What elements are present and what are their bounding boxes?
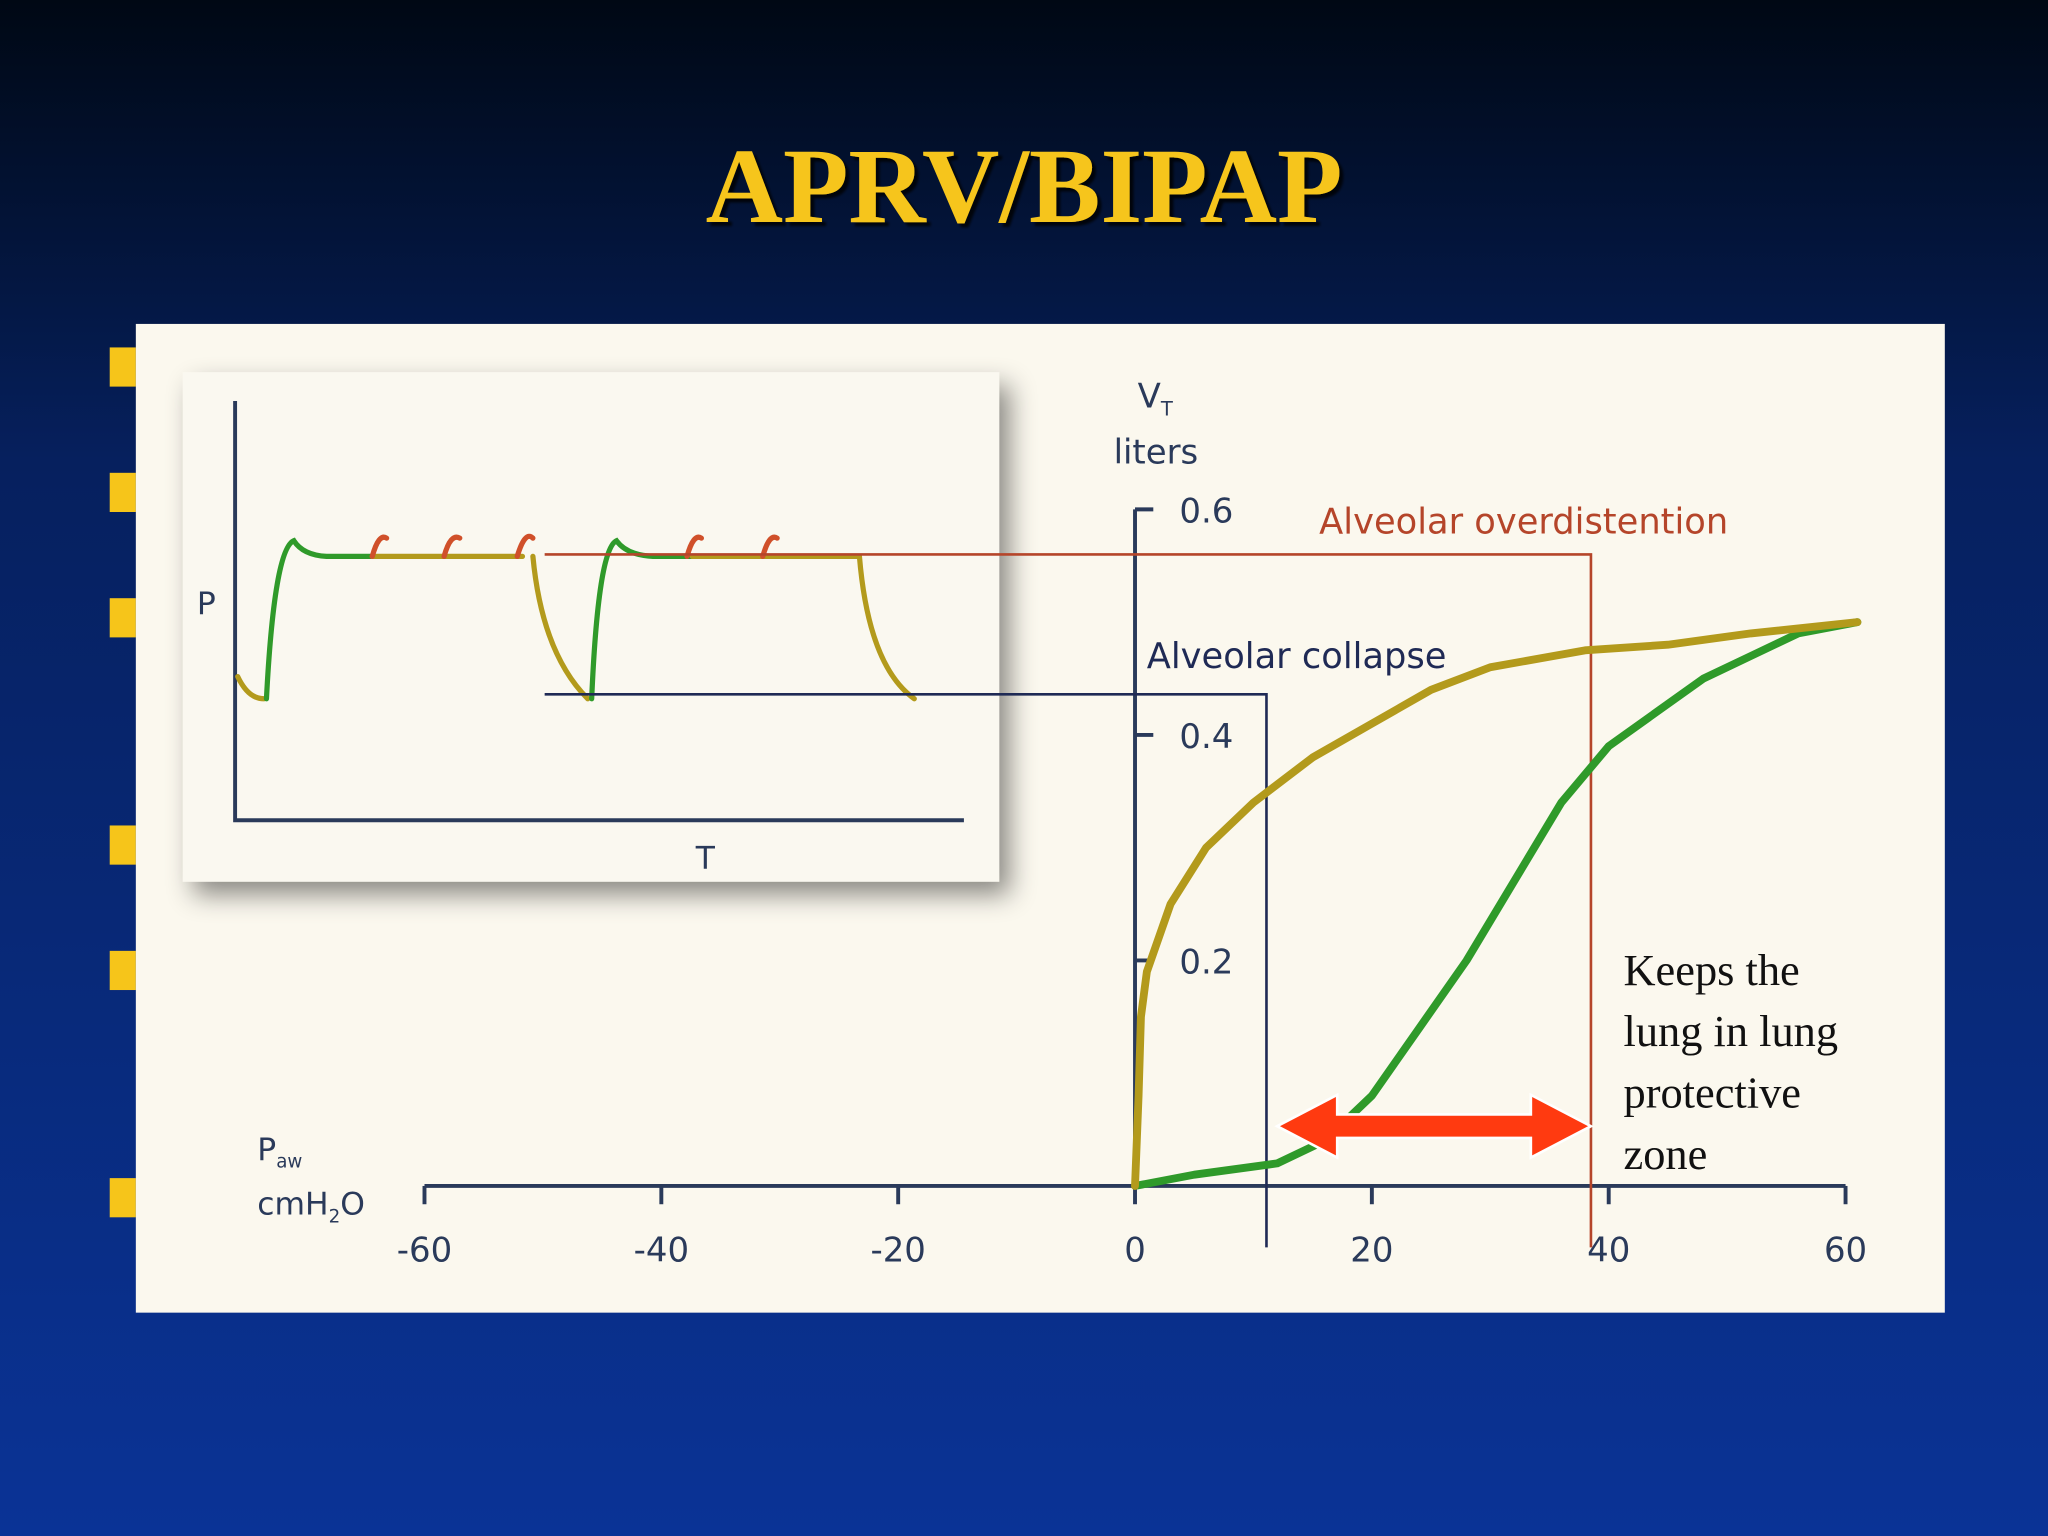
curve xyxy=(1131,618,1862,1190)
y-label-main: V xyxy=(1138,377,1161,417)
x-tick-label: -20 xyxy=(870,1231,925,1271)
x-tick-label: -40 xyxy=(634,1231,689,1271)
annotation-label: Alveolar collapse xyxy=(1147,636,1447,677)
note-line: lung in lung xyxy=(1624,1006,1839,1056)
note-line: protective xyxy=(1624,1068,1801,1118)
x-label-sub: aw xyxy=(276,1152,302,1173)
curve xyxy=(1131,618,1862,1190)
x-tick-label: 20 xyxy=(1350,1231,1393,1271)
x-unit-part: 2 xyxy=(329,1207,341,1228)
note-line: Keeps the xyxy=(1624,945,1800,995)
x-tick-label: 60 xyxy=(1824,1231,1867,1271)
y-tick-label: 0.4 xyxy=(1179,717,1233,757)
y-tick-label: 0.6 xyxy=(1179,491,1233,531)
slide-title: APRV/BIPAP xyxy=(706,128,1343,246)
x-axis-unit: cmH2O xyxy=(257,1187,365,1228)
x-tick-label: -60 xyxy=(397,1231,452,1271)
double-arrow xyxy=(1274,1092,1594,1160)
inset-x-label: T xyxy=(695,841,716,877)
y-label-sub: T xyxy=(1160,397,1174,420)
x-tick-label: 40 xyxy=(1587,1231,1630,1271)
threshold-line xyxy=(544,693,1268,1248)
bullets xyxy=(109,347,136,1218)
inset-axes xyxy=(233,400,964,823)
y-axis-unit: liters xyxy=(1114,433,1199,473)
inset-y-label: P xyxy=(197,586,216,622)
plot: -60 -40 -20 0 20 40 600.20.40.6VTlitersPawcmH2… xyxy=(257,377,1867,1271)
annotation-label: Alveolar overdistention xyxy=(1319,502,1728,543)
y-axis-label: VT xyxy=(1138,377,1174,421)
x-unit-part: cmH xyxy=(257,1187,328,1223)
x-label-main: P xyxy=(257,1132,276,1168)
inset-waveform xyxy=(235,533,917,702)
x-axis-label: Paw xyxy=(257,1132,302,1173)
y-tick-label: 0.2 xyxy=(1179,942,1233,982)
inset: P T xyxy=(182,372,1000,882)
note-line: zone xyxy=(1624,1129,1708,1179)
x-unit-part: O xyxy=(340,1187,365,1223)
x-tick-label: 0 xyxy=(1124,1231,1146,1271)
threshold-line xyxy=(544,553,1593,1248)
inset-box xyxy=(182,372,1000,882)
